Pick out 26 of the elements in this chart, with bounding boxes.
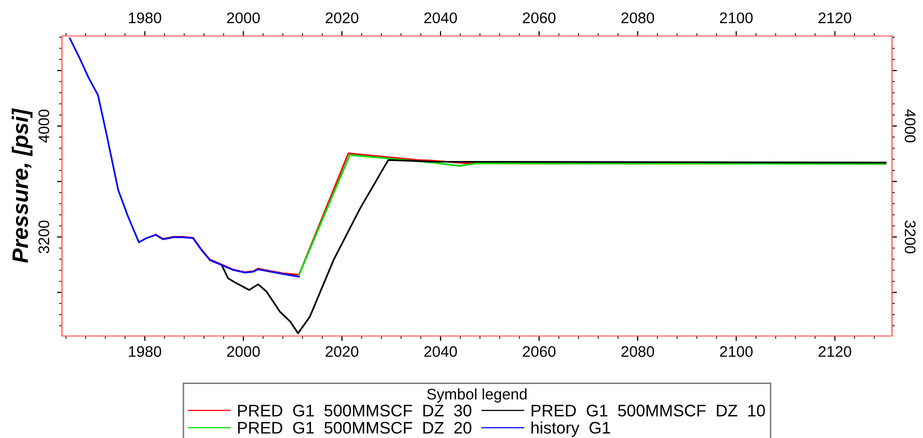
- x2-tick-label: 2100: [720, 12, 753, 24]
- y2-tick-label: 3200: [904, 220, 916, 254]
- x2-tick-label: 2080: [621, 12, 654, 24]
- x2-tick-label: 1980: [128, 12, 162, 24]
- x-tick-label: 2120: [818, 346, 852, 357]
- legend-label: PRED G1 500MMSCF DZ 10: [532, 404, 765, 416]
- x2-tick-label: 2120: [818, 12, 852, 24]
- x2-tick-label: 2020: [326, 12, 358, 24]
- y2-tick-label: 4000: [904, 109, 916, 142]
- x-tick-label: 1980: [128, 346, 162, 357]
- y-axis-title: Pressure, [psi]: [12, 108, 32, 263]
- legend-title: Symbol legend: [427, 388, 527, 403]
- x2-tick-label: 2040: [424, 12, 457, 24]
- x-tick-label: 2080: [621, 346, 654, 357]
- x-tick-label: 2060: [522, 346, 556, 357]
- x-tick-label: 2100: [720, 346, 753, 357]
- x-tick-label: 2000: [227, 346, 260, 357]
- line-series: [298, 154, 886, 276]
- legend-label: PRED G1 500MMSCF DZ 20: [238, 422, 472, 434]
- line-series: [69, 38, 300, 278]
- legend-label: PRED G1 500MMSCF DZ 30: [238, 404, 472, 416]
- x-tick-label: 2040: [424, 346, 457, 357]
- x2-tick-label: 2060: [522, 12, 556, 24]
- legend-label: history G1: [531, 421, 610, 437]
- x-tick-label: 2020: [326, 346, 358, 357]
- x2-tick-label: 2000: [227, 12, 260, 24]
